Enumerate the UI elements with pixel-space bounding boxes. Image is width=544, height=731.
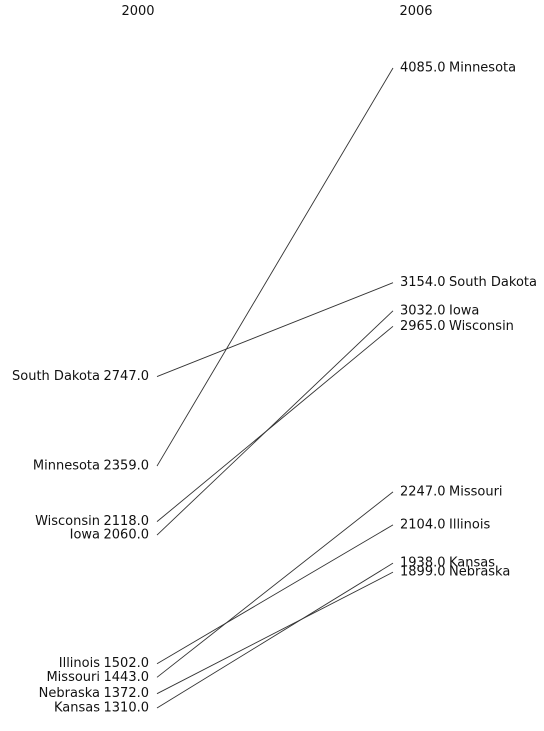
value-2000-missouri: 1443.0 (104, 670, 150, 685)
value-2000-nebraska: 1372.0 (104, 686, 150, 701)
value-2006-south-dakota: 3154.0 (400, 275, 446, 290)
year-header-right: 2006 (399, 4, 432, 19)
state-label-left-south-dakota: South Dakota (12, 369, 100, 384)
state-label-right-missouri: Missouri (449, 484, 503, 499)
slope-line-iowa (156, 310, 394, 536)
state-label-left-nebraska: Nebraska (39, 686, 100, 701)
state-label-right-illinois: Illinois (449, 517, 490, 532)
value-2006-wisconsin: 2965.0 (400, 319, 446, 334)
state-label-right-nebraska: Nebraska (449, 565, 510, 580)
slope-line-illinois (156, 524, 394, 665)
state-label-left-minnesota: Minnesota (33, 459, 100, 474)
value-2000-iowa: 2060.0 (104, 528, 150, 543)
state-label-left-illinois: Illinois (59, 656, 100, 671)
value-2006-minnesota: 4085.0 (400, 61, 446, 76)
slope-line-missouri (156, 491, 394, 678)
year-header-left: 2000 (121, 4, 154, 19)
value-2000-south-dakota: 2747.0 (104, 369, 150, 384)
state-label-right-wisconsin: Wisconsin (449, 319, 514, 334)
state-label-right-south-dakota: South Dakota (449, 275, 537, 290)
slope-line-wisconsin (156, 325, 394, 522)
value-2000-minnesota: 2359.0 (104, 459, 150, 474)
slope-line-minnesota (156, 67, 394, 467)
value-2006-missouri: 2247.0 (400, 484, 446, 499)
value-2006-nebraska: 1899.0 (400, 565, 446, 580)
state-label-left-kansas: Kansas (54, 701, 100, 716)
slope-lines (156, 67, 394, 709)
state-label-left-missouri: Missouri (46, 670, 100, 685)
slope-line-nebraska (156, 571, 394, 695)
value-2000-wisconsin: 2118.0 (104, 514, 150, 529)
state-label-right-kansas: Kansas (449, 556, 495, 571)
state-label-left-iowa: Iowa (70, 528, 100, 543)
state-label-right-iowa: Iowa (449, 303, 479, 318)
state-label-left-wisconsin: Wisconsin (35, 514, 100, 529)
slope-line-kansas (156, 562, 394, 709)
value-2000-kansas: 1310.0 (104, 701, 150, 716)
value-2000-illinois: 1502.0 (104, 656, 150, 671)
value-2006-iowa: 3032.0 (400, 303, 446, 318)
left-labels: 2359.0 Minnesota 2747.0 South Dakota 2060.0 I… (12, 369, 149, 715)
value-2006-illinois: 2104.0 (400, 517, 446, 532)
state-label-right-minnesota: Minnesota (449, 61, 516, 76)
value-2006-kansas: 1938.0 (400, 556, 446, 571)
slope-line-south-dakota (156, 282, 394, 378)
